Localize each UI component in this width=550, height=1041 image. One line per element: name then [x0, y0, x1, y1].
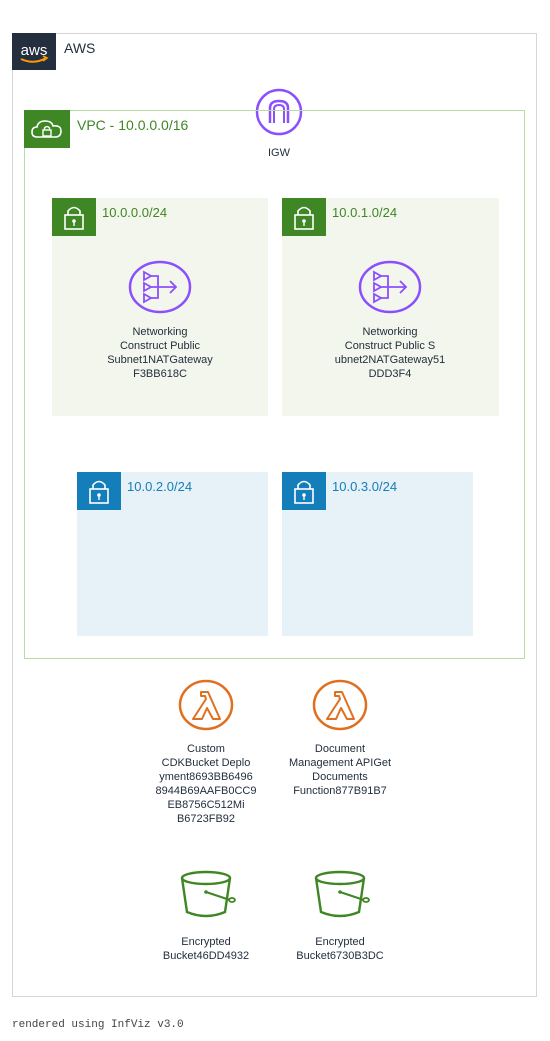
- bucket-label: Encrypted Bucket6730B3DC: [296, 936, 384, 962]
- vpc-container: [24, 110, 525, 659]
- lambda-label: Custom CDKBucket Deplo yment8693BB6496 8…: [155, 743, 257, 825]
- internet-gateway-icon: [255, 88, 303, 136]
- lock-icon: [282, 198, 326, 236]
- subnet-cidr: 10.0.2.0/24: [127, 479, 193, 494]
- footer-credit: rendered using InfViz v3.0: [12, 1019, 184, 1031]
- subnet-cidr: 10.0.0.0/24: [102, 205, 168, 220]
- svg-text:aws: aws: [21, 42, 48, 59]
- s3-bucket-icon: [178, 870, 236, 920]
- lambda-icon: [312, 679, 368, 731]
- lambda-label: Document Management APIGet Documents Fun…: [288, 743, 392, 797]
- vpc-title: VPC - 10.0.0.0/16: [77, 117, 189, 133]
- subnet-cidr: 10.0.3.0/24: [332, 479, 398, 494]
- aws-logo-icon: aws: [12, 33, 56, 70]
- lock-icon: [52, 198, 96, 236]
- nat-gateway-label: Networking Construct Public S ubnet2NATG…: [334, 326, 446, 380]
- lambda-icon: [178, 679, 234, 731]
- s3-bucket-icon: [312, 870, 370, 920]
- lock-icon: [282, 472, 326, 510]
- aws-cloud-title: AWS: [64, 40, 96, 56]
- nat-gateway-label: Networking Construct Public Subnet1NATGa…: [107, 326, 213, 380]
- lock-icon: [77, 472, 121, 510]
- bucket-label: Encrypted Bucket46DD4932: [162, 936, 250, 962]
- igw-label: IGW: [268, 147, 290, 159]
- vpc-cloud-icon: [24, 110, 70, 148]
- nat-gateway-icon: [128, 260, 192, 314]
- nat-gateway-icon: [358, 260, 422, 314]
- subnet-cidr: 10.0.1.0/24: [332, 205, 398, 220]
- aws-cloud-container: [12, 33, 537, 997]
